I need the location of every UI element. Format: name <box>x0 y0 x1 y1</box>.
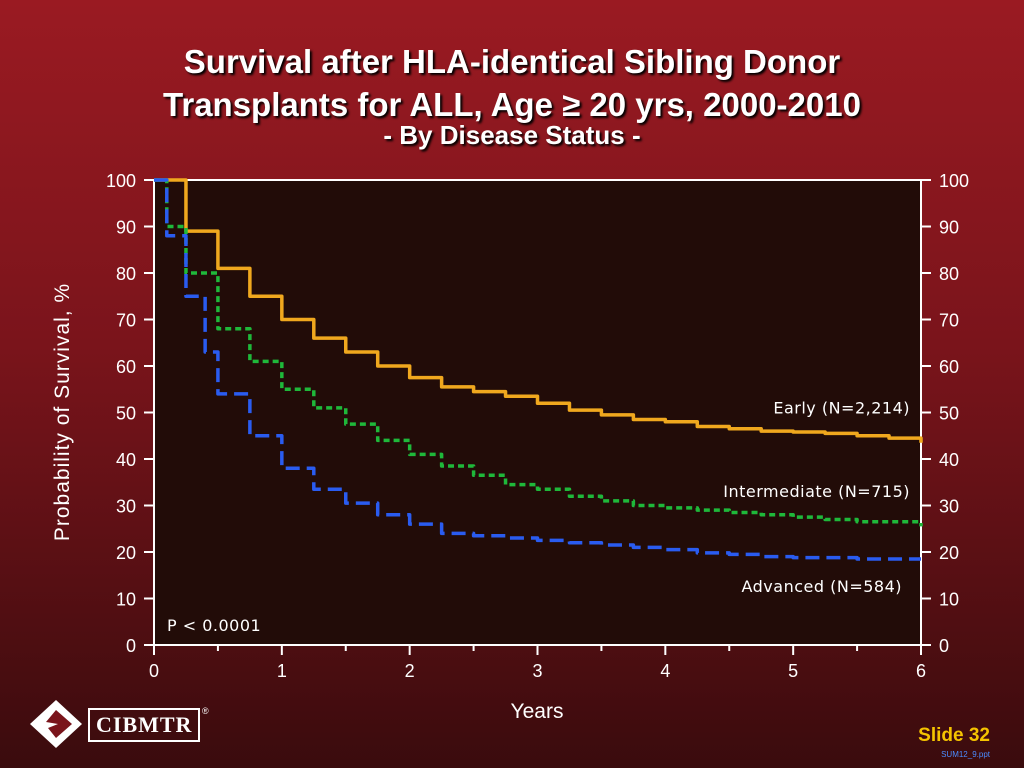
x-axis-label: Years <box>510 700 564 723</box>
series-label-early: Early (N=2,214) <box>773 399 910 418</box>
y-tick-label-right: 60 <box>939 357 959 377</box>
y-tick-label-right: 20 <box>939 543 959 563</box>
y-tick-label-right: 10 <box>939 590 959 610</box>
title-line-1: Survival after HLA-identical Sibling Don… <box>183 43 841 80</box>
slide-number: Slide 32 <box>918 725 990 746</box>
p-value-annotation: P < 0.0001 <box>167 616 261 635</box>
series-label-intermediate: Intermediate (N=715) <box>723 482 910 501</box>
diamond-logo-icon <box>30 700 82 748</box>
y-tick-label-right: 90 <box>939 218 959 238</box>
series-line-early <box>154 178 923 443</box>
y-tick-label-right: 0 <box>939 636 949 656</box>
title-line-2: Transplants for ALL, Age ≥ 20 yrs, 2000-… <box>163 86 861 123</box>
y-tick-label-right: 50 <box>939 404 959 424</box>
y-tick-label-right: 30 <box>939 497 959 517</box>
series-line-intermediate <box>154 178 923 527</box>
y-tick-label-left: 10 <box>116 590 136 610</box>
x-tick-label: 0 <box>149 661 159 681</box>
series-label-advanced: Advanced (N=584) <box>741 577 902 596</box>
chart-subtitle: - By Disease Status - <box>383 120 641 150</box>
file-name: SUM12_9.ppt <box>941 750 990 759</box>
y-tick-label-left: 0 <box>126 636 136 656</box>
chart-title: Survival after HLA-identical Sibling Don… <box>0 40 1024 126</box>
y-tick-label-left: 20 <box>116 543 136 563</box>
y-tick-label-left: 30 <box>116 497 136 517</box>
x-tick-label: 6 <box>916 661 926 681</box>
y-tick-label-left: 90 <box>116 218 136 238</box>
x-tick-label: 3 <box>532 661 542 681</box>
x-tick-label: 1 <box>277 661 287 681</box>
y-tick-label-left: 70 <box>116 311 136 331</box>
y-tick-label-left: 40 <box>116 450 136 470</box>
registered-mark: ® <box>202 706 209 716</box>
y-tick-label-left: 80 <box>116 264 136 284</box>
x-tick-label: 4 <box>660 661 670 681</box>
y-tick-label-right: 70 <box>939 311 959 331</box>
y-tick-label-right: 80 <box>939 264 959 284</box>
y-tick-label-left: 100 <box>106 171 136 191</box>
y-tick-label-right: 40 <box>939 450 959 470</box>
x-tick-label: 2 <box>405 661 415 681</box>
logo-text: CIBMTR <box>88 708 201 742</box>
series-line-advanced <box>154 178 921 561</box>
y-tick-label-left: 50 <box>116 404 136 424</box>
cibmtr-logo: CIBMTR ® <box>28 698 228 750</box>
x-tick-label: 5 <box>788 661 798 681</box>
y-tick-label-left: 60 <box>116 357 136 377</box>
y-axis-label: Probability of Survival, % <box>51 282 74 542</box>
y-tick-label-right: 100 <box>939 171 969 191</box>
